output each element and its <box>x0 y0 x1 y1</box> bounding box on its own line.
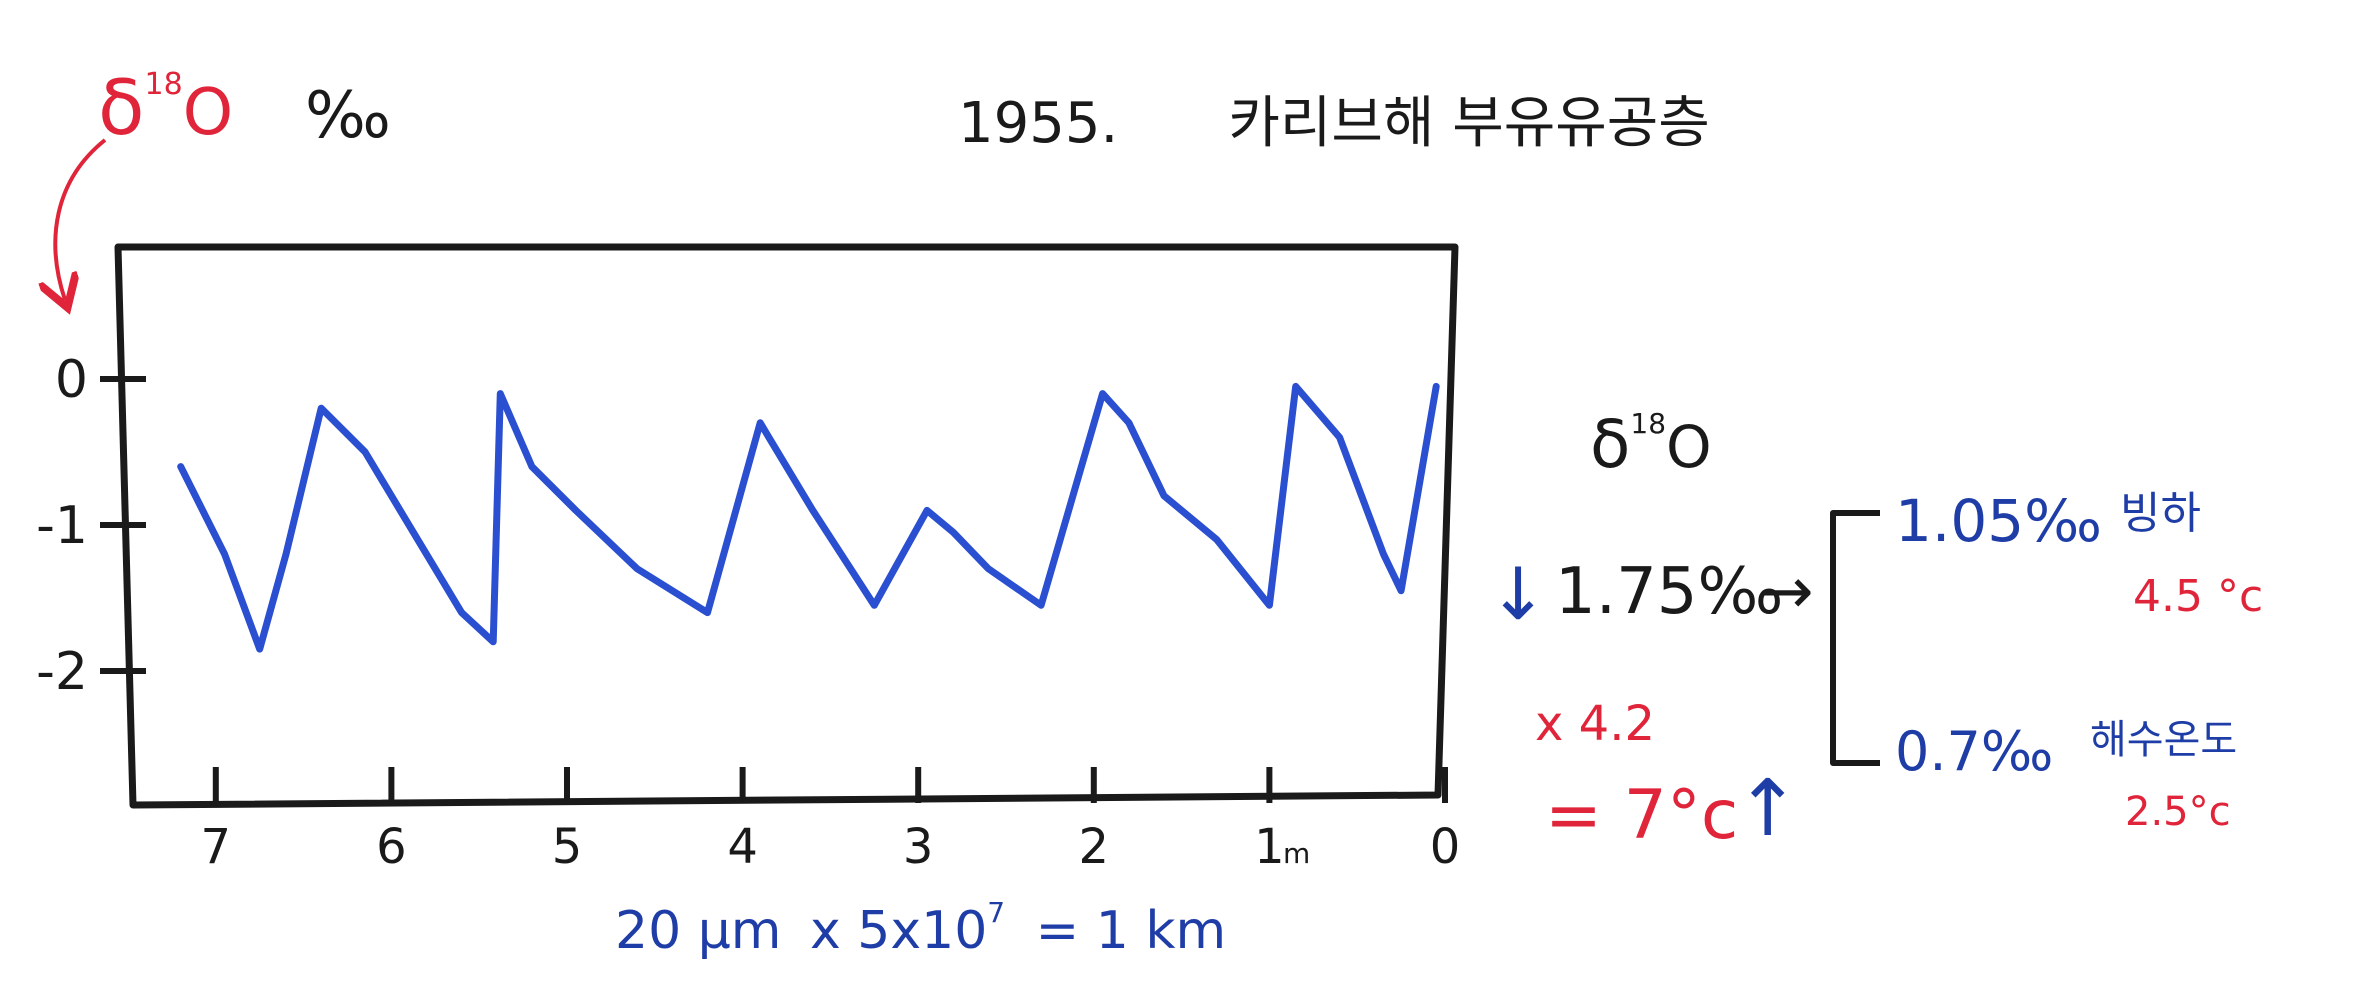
up-arrow-icon: ↑ <box>1735 764 1801 854</box>
chart-frame <box>114 243 1459 809</box>
bracket <box>1830 510 1880 766</box>
right-arrow-icon: → <box>1760 555 1814 629</box>
side-superscript-18: 18 <box>1630 407 1667 440</box>
title-year: 1955. <box>958 91 1119 156</box>
axis-label-arrow <box>55 138 107 300</box>
glacier-value: 1.05‰ <box>1895 487 2102 555</box>
side-delta-heading: δ18O <box>1590 410 1712 481</box>
y-axis-unit: ‰ <box>305 79 391 153</box>
multiplier: x 4.2 <box>1535 696 1655 752</box>
scale-note: 20 μm x 5x107 = 1 km <box>615 899 1226 958</box>
scale-note-left: 20 μm <box>615 901 782 961</box>
superscript-18: 18 <box>144 67 183 102</box>
y-axis-delta-label: δ18O <box>98 70 233 146</box>
x-tick-label: 5 <box>552 819 583 875</box>
x-tick-label: 7 <box>201 819 232 875</box>
glacier-temp: 4.5 °c <box>2133 571 2264 622</box>
delta-change-value: 1.75‰ <box>1555 555 1784 629</box>
title-text: 카리브해 부유유공층 <box>1228 91 1710 156</box>
glacier-label: 빙하 <box>2120 488 2201 539</box>
y-tick-label: -2 <box>36 642 88 702</box>
x-tick-label: 2 <box>1079 819 1110 875</box>
down-arrow-icon: ↓ <box>1488 552 1549 636</box>
sea-label: 해수온도 <box>2090 717 2238 763</box>
x-tick-label: 1 <box>1254 819 1285 875</box>
y-tick-label: -1 <box>36 496 88 556</box>
sea-temp: 2.5°c <box>2125 789 2231 835</box>
side-oxygen-symbol: O <box>1666 413 1712 481</box>
oxygen-symbol: O <box>182 76 234 150</box>
scale-note-exp: 7 <box>987 896 1006 929</box>
x-tick-label: 0 <box>1430 819 1461 875</box>
sea-value: 0.7‰ <box>1895 720 2054 783</box>
temperature-result: = 7°c <box>1545 776 1739 855</box>
delta-symbol: δ <box>98 63 145 152</box>
scale-note-right: = 1 km <box>1035 901 1227 961</box>
chart-title: 1955. 카리브해 부유유공층 <box>958 96 1710 152</box>
x-tick-label: 6 <box>376 819 407 875</box>
side-delta-symbol: δ <box>1590 406 1631 483</box>
series-line <box>177 382 1440 653</box>
x-tick-label: 4 <box>727 819 758 875</box>
x-tick-label: 3 <box>903 819 934 875</box>
scale-note-mid: x 5x10 <box>809 901 988 961</box>
y-tick-label: 0 <box>55 350 88 410</box>
x-unit-label: m <box>1283 837 1311 870</box>
